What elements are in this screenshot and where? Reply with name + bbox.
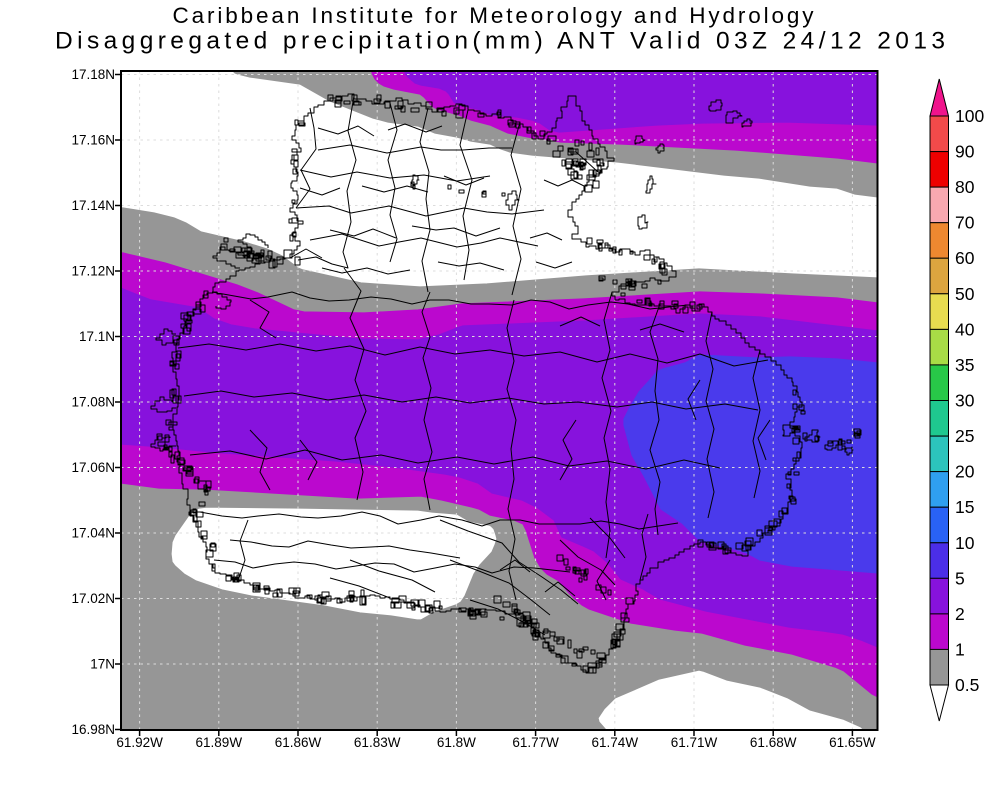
- svg-text:61.74W: 61.74W: [592, 735, 639, 750]
- svg-text:17.18N: 17.18N: [71, 67, 115, 82]
- svg-text:61.8W: 61.8W: [437, 735, 476, 750]
- svg-text:Disaggregated precipitation(mm: Disaggregated precipitation(mm) ANT Vali…: [55, 28, 945, 55]
- svg-text:90: 90: [955, 142, 975, 162]
- svg-text:17.04N: 17.04N: [71, 526, 115, 541]
- svg-text:17.06N: 17.06N: [71, 460, 115, 475]
- svg-text:70: 70: [955, 213, 975, 233]
- svg-text:100: 100: [955, 106, 984, 126]
- svg-text:61.92W: 61.92W: [116, 735, 163, 750]
- svg-text:20: 20: [955, 462, 975, 482]
- svg-text:17.02N: 17.02N: [71, 591, 115, 606]
- svg-text:1: 1: [955, 639, 965, 659]
- svg-text:50: 50: [955, 284, 975, 304]
- svg-text:60: 60: [955, 248, 975, 268]
- svg-text:61.89W: 61.89W: [196, 735, 243, 750]
- svg-text:2: 2: [955, 604, 965, 624]
- svg-text:40: 40: [955, 319, 975, 339]
- svg-text:61.77W: 61.77W: [512, 735, 559, 750]
- svg-text:61.68W: 61.68W: [750, 735, 797, 750]
- svg-text:17N: 17N: [90, 657, 115, 672]
- svg-text:61.86W: 61.86W: [275, 735, 322, 750]
- svg-text:25: 25: [955, 426, 974, 446]
- svg-text:17.08N: 17.08N: [71, 395, 115, 410]
- svg-text:80: 80: [955, 177, 975, 197]
- svg-text:15: 15: [955, 497, 974, 517]
- svg-text:17.12N: 17.12N: [71, 264, 115, 279]
- svg-text:5: 5: [955, 568, 965, 588]
- svg-text:0.5: 0.5: [955, 675, 979, 695]
- svg-text:17.16N: 17.16N: [71, 133, 115, 148]
- svg-text:17.14N: 17.14N: [71, 198, 115, 213]
- svg-text:61.65W: 61.65W: [829, 735, 876, 750]
- svg-text:10: 10: [955, 533, 975, 553]
- svg-text:30: 30: [955, 391, 975, 411]
- svg-text:35: 35: [955, 355, 974, 375]
- svg-text:16.98N: 16.98N: [71, 722, 115, 737]
- svg-text:61.71W: 61.71W: [671, 735, 718, 750]
- svg-text:17.1N: 17.1N: [79, 329, 115, 344]
- svg-text:61.83W: 61.83W: [354, 735, 401, 750]
